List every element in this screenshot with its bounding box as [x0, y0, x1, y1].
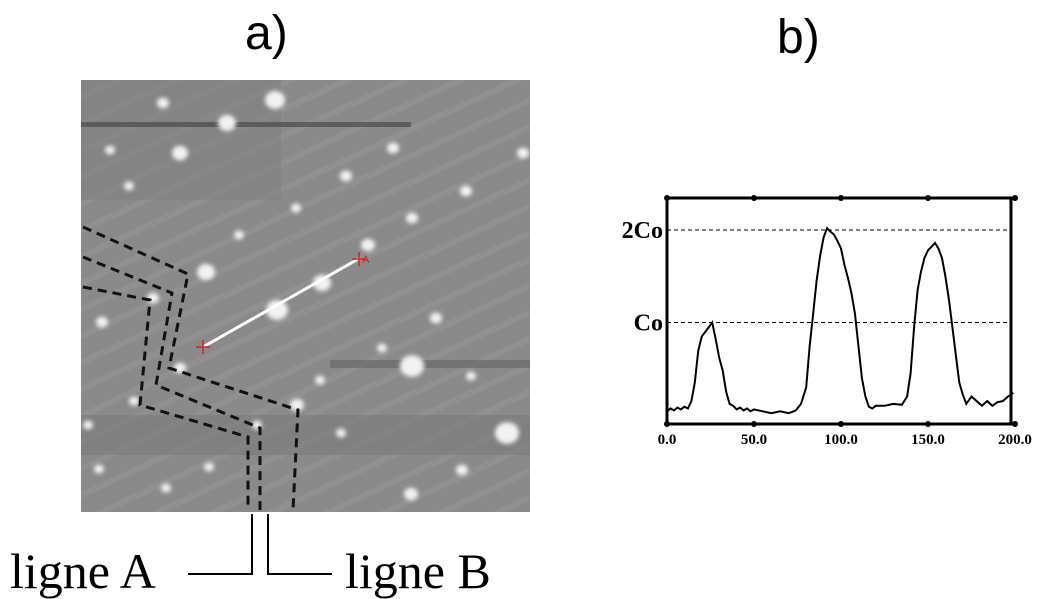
level-label-co: Co [634, 311, 663, 337]
adatom [404, 487, 418, 501]
adatom [406, 212, 418, 224]
adatom [290, 398, 304, 412]
adatom [197, 263, 215, 281]
label-leaders [188, 514, 332, 575]
profile-series-line [666, 226, 1014, 415]
marker-label: A [362, 254, 370, 266]
adatom [361, 238, 375, 252]
adatom [340, 170, 352, 182]
adatom [466, 371, 476, 381]
adatom [157, 97, 169, 109]
adatom [315, 375, 325, 385]
plot-frame [665, 196, 1013, 426]
profile-scan-line [202, 256, 361, 349]
adatom [83, 420, 93, 430]
adatom [291, 203, 301, 213]
x-tick-label: 50.0 [741, 432, 767, 448]
start-marker [196, 340, 210, 354]
ligne-b-label: ligne B [345, 543, 491, 599]
adatom [94, 464, 104, 474]
x-tick-label: 150.0 [911, 432, 945, 448]
height-profile-chart: Co 2Co 0.0 50.0 100.0 150.0 200.0 [622, 195, 1032, 448]
stm-topography [81, 80, 530, 512]
panel-a-label: a) [245, 7, 288, 60]
guide-line-middle [82, 255, 262, 510]
adatom [387, 142, 399, 154]
x-tick-label: 100.0 [824, 432, 858, 448]
adatom [174, 362, 186, 374]
frame-tick-dot [925, 195, 931, 201]
adatom [377, 343, 387, 353]
frame-tick-dot [751, 195, 757, 201]
frame-tick-dot [838, 421, 844, 427]
x-tick-label: 0.0 [658, 432, 677, 448]
adatom [204, 462, 214, 472]
panel-b-label: b) [777, 11, 820, 64]
adatom [313, 274, 331, 292]
adatom [495, 422, 519, 444]
frame-tick-dot [1012, 195, 1018, 201]
guide-line-inner [82, 285, 250, 510]
adatom [456, 464, 468, 476]
x-tick-label: 200.0 [998, 432, 1032, 448]
adatom [234, 230, 244, 240]
guide-line-outer [82, 225, 300, 511]
level-label-2co: 2Co [622, 218, 663, 244]
adatom [265, 91, 285, 109]
adatom [124, 181, 134, 191]
guide-lines [82, 225, 300, 511]
adatom [96, 316, 108, 328]
adatom [517, 147, 529, 159]
adatom [161, 483, 171, 493]
frame-tick-dot [751, 421, 757, 427]
adatom [147, 292, 159, 304]
adatom [400, 355, 424, 377]
leader-ligne-a [188, 514, 253, 575]
stm-image-panel: A [81, 80, 530, 575]
adatom [172, 145, 188, 161]
adatom [129, 396, 139, 406]
adatom [266, 300, 288, 320]
frame-tick-dot [925, 421, 931, 427]
adatom [336, 428, 346, 438]
adatom [430, 312, 442, 324]
frame-tick-dot [1012, 421, 1018, 427]
ligne-a-label: ligne A [10, 543, 156, 599]
adatom [460, 185, 472, 197]
frame-tick-dot [664, 195, 670, 201]
leader-ligne-b [267, 514, 332, 575]
end-marker [352, 252, 366, 266]
adatom [105, 145, 115, 155]
adatom [218, 114, 236, 132]
frame-tick-dot [664, 421, 670, 427]
frame-tick-dot [838, 195, 844, 201]
